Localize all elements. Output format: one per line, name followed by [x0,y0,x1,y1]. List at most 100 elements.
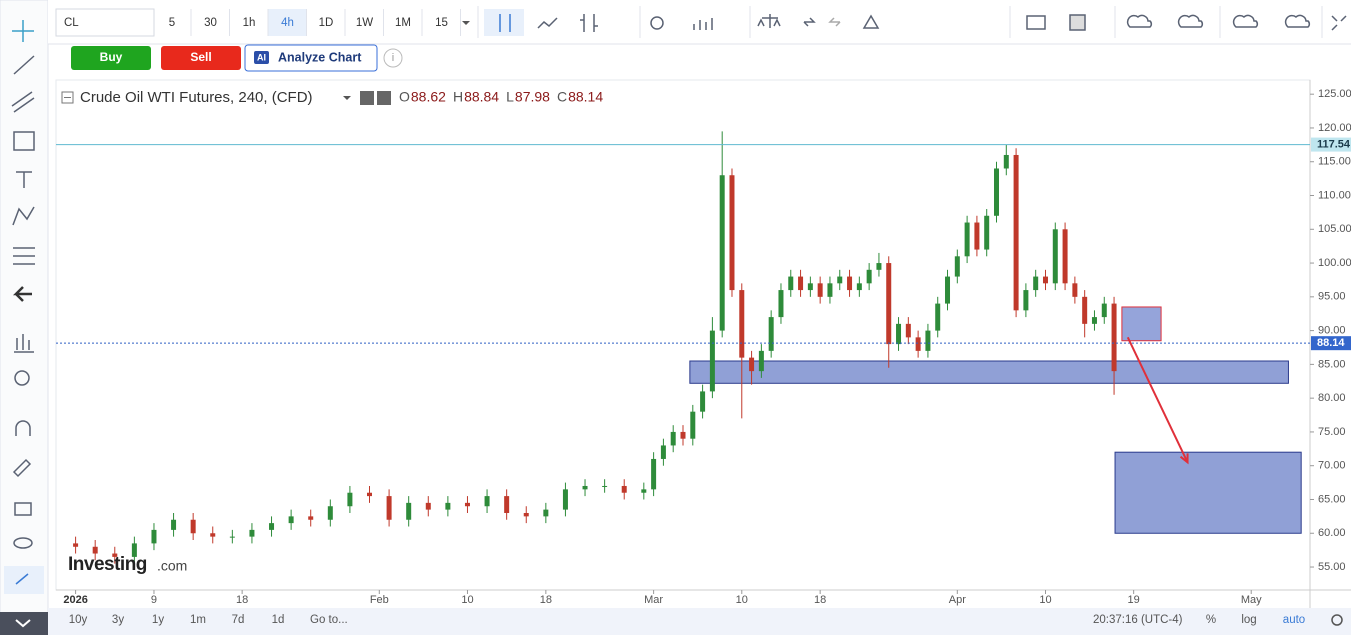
collapse-button[interactable] [0,612,48,635]
axis-settings[interactable] [1331,614,1343,626]
symbol-input[interactable] [55,8,155,37]
candle-body [847,276,853,291]
ohlc-value: 87.98 [515,89,550,105]
interval-button[interactable]: 4h [281,17,294,29]
line-type[interactable] [537,17,558,29]
ai-badge [254,51,269,64]
trendline-tool[interactable] [13,55,35,75]
back-tool[interactable] [12,286,32,302]
fullscreen[interactable] [1331,15,1347,31]
forecast-tool[interactable] [13,247,35,265]
candle-body [954,256,960,277]
zoom-tool[interactable] [14,370,30,386]
candle-body [425,502,431,510]
log-toggle[interactable]: log [1241,614,1256,626]
x-tick-label: 10 [1039,594,1051,606]
theme[interactable] [1069,14,1086,31]
candle-body [856,283,862,291]
info-label: i [392,52,394,64]
ohlc-value: 88.14 [568,89,603,105]
zone [689,360,1289,384]
candle-body [925,330,931,351]
candle-body [229,536,235,538]
load-cloud-2[interactable] [1232,14,1259,28]
interval-button[interactable]: 1D [319,17,334,29]
crosshair-tool[interactable] [12,20,34,42]
alert[interactable] [862,14,880,29]
compare[interactable] [757,14,781,28]
range-button[interactable]: 10y [69,614,88,626]
lock-draw-tool[interactable] [12,458,32,478]
candle-body [690,411,696,439]
auto-toggle[interactable]: auto [1283,614,1305,626]
link-tool-bg [4,566,44,594]
ohlc-value: 88.62 [411,89,446,105]
x-tick-label: 18 [540,594,552,606]
legend-menu[interactable] [343,96,351,100]
candle-body [112,553,118,557]
legend-collapse[interactable] [61,91,74,104]
interval-button[interactable]: 1h [243,17,256,29]
toolbar-separators [477,6,1323,38]
candle-type[interactable] [499,14,511,32]
bar-type[interactable] [580,14,598,32]
interval-button[interactable]: 15 [435,17,448,29]
candle-body [308,516,314,520]
link-tool[interactable] [15,573,29,585]
arrow-head [1179,453,1189,465]
interval-button[interactable]: 5 [169,17,175,29]
x-tick-label: 19 [1128,594,1140,606]
buy-button[interactable] [71,46,151,70]
range-button[interactable]: 1m [190,614,206,626]
save-cloud[interactable] [1177,14,1204,28]
sell-button[interactable] [161,46,241,70]
settings[interactable] [650,16,664,30]
undo[interactable] [803,17,816,27]
measure-tool[interactable] [14,334,34,353]
range-button[interactable]: 1d [272,614,285,626]
analyze-button[interactable] [244,44,378,72]
goto[interactable]: Go to... [310,614,348,626]
candle-body [798,276,804,291]
save-cloud-2[interactable] [1284,14,1311,28]
candle-body [131,543,137,557]
text-tool[interactable] [16,171,32,188]
interval-button[interactable]: 1W [356,17,373,29]
info-button[interactable] [383,48,403,68]
redo[interactable] [828,17,841,27]
indicators[interactable] [693,18,713,30]
candle-body [660,445,666,459]
candle-body [670,431,676,446]
load-cloud[interactable] [1126,14,1153,28]
y-tick-label: 125.00 [1318,88,1351,100]
screenshot[interactable] [1026,15,1046,30]
candle-body [1023,290,1029,311]
legend-eye[interactable] [360,91,374,105]
legend-settings[interactable] [377,91,391,105]
interval-button[interactable]: 1M [395,17,411,29]
fib-tool[interactable] [11,91,35,113]
x-tick-label: May [1241,594,1262,606]
ohlc-letter: C [557,89,567,105]
percent-toggle[interactable]: % [1206,614,1216,626]
pattern-tool[interactable] [12,206,35,226]
trend-arrow [1126,336,1189,463]
candle-body [837,276,843,284]
range-button[interactable]: 1y [152,614,164,626]
candle-body [719,175,725,331]
left-toolbar [0,0,49,635]
y-tick-label: 85.00 [1318,358,1346,370]
candle-body [582,485,588,490]
y-tick-label: 80.00 [1318,392,1346,404]
y-tick-label: 115.00 [1318,156,1351,168]
interval-button[interactable]: 30 [204,17,217,29]
range-button[interactable]: 7d [232,614,245,626]
range-button[interactable]: 3y [112,614,124,626]
toolbar-icons [484,9,1347,36]
interval-dropdown[interactable] [462,21,470,25]
x-tick-label: 9 [151,594,157,606]
lock-tool[interactable] [14,502,32,516]
visibility-tool[interactable] [13,537,33,549]
magnet-tool[interactable] [15,420,31,436]
shape-tool[interactable] [13,131,35,151]
